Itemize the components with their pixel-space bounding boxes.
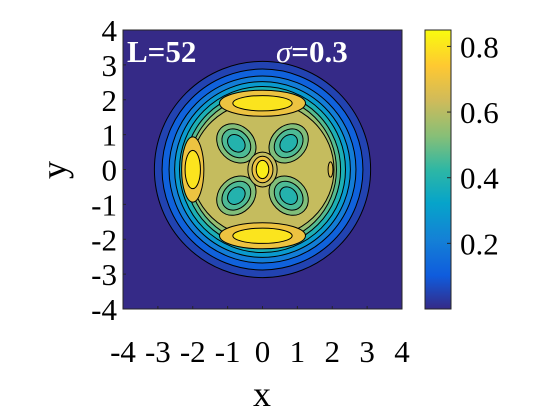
y-tick-label-2: 2: [102, 83, 118, 118]
contour-plot-area: L=52 σ=0.3: [122, 29, 403, 310]
x-axis-ticks: -4 -3 -2 -1 0 1 2 3 4: [110, 306, 410, 369]
y-tick-label--3: -3: [91, 257, 117, 292]
x-tick-label-2: 2: [325, 334, 341, 369]
colorbar-ticks: 0.8 0.6 0.4 0.2: [447, 29, 499, 261]
y-tick-label--1: -1: [91, 187, 117, 222]
y-tick-label-0: 0: [102, 153, 118, 188]
x-tick-label--1: -1: [215, 334, 241, 369]
x-tick-label-0: 0: [255, 334, 271, 369]
contour-minimum-2-level-3: [227, 134, 246, 153]
contour-peak-3: [232, 227, 293, 244]
x-tick-label--4: -4: [110, 334, 136, 369]
contour-peak-2: [232, 95, 293, 112]
y-tick-label--4: -4: [91, 292, 117, 327]
x-tick-label--3: -3: [145, 334, 171, 369]
colorbar-gradient: [424, 29, 452, 310]
colorbar-tick-label-0.2: 0.2: [460, 226, 499, 261]
contour-minimum-3-level-3: [279, 186, 298, 205]
panel-label-sigma: σ=0.3: [276, 34, 348, 69]
colorbar: 0.8 0.6 0.4 0.2: [424, 29, 499, 310]
x-tick-label--2: -2: [180, 334, 206, 369]
colorbar-tick-label-0.4: 0.4: [460, 161, 499, 196]
contour-minimum-4-level-3: [227, 186, 246, 205]
colorbar-tick-label-0.6: 0.6: [460, 95, 499, 130]
contour-layers: [153, 60, 372, 279]
x-axis-label: x: [253, 374, 271, 414]
contour-center-level-3: [255, 159, 270, 180]
y-tick-label-3: 3: [102, 48, 118, 83]
sigma-symbol: σ: [276, 34, 293, 69]
contour-minimum-1-level-3: [279, 134, 298, 153]
x-tick-label-1: 1: [290, 334, 306, 369]
y-axis-label: y: [34, 161, 74, 179]
colorbar-tick-label-0.8: 0.8: [460, 29, 499, 64]
x-tick-label-4: 4: [394, 334, 410, 369]
panel-label-l: L=52: [127, 34, 196, 69]
panel-label: L=52 σ=0.3: [127, 34, 348, 69]
y-tick-label--2: -2: [91, 222, 117, 257]
contour-peak-4: [184, 149, 201, 190]
sigma-value: =0.3: [291, 34, 347, 69]
y-tick-label-4: 4: [102, 13, 118, 48]
x-tick-label-3: 3: [359, 334, 375, 369]
y-tick-label-1: 1: [102, 118, 118, 153]
contour-small-right: [327, 161, 334, 178]
